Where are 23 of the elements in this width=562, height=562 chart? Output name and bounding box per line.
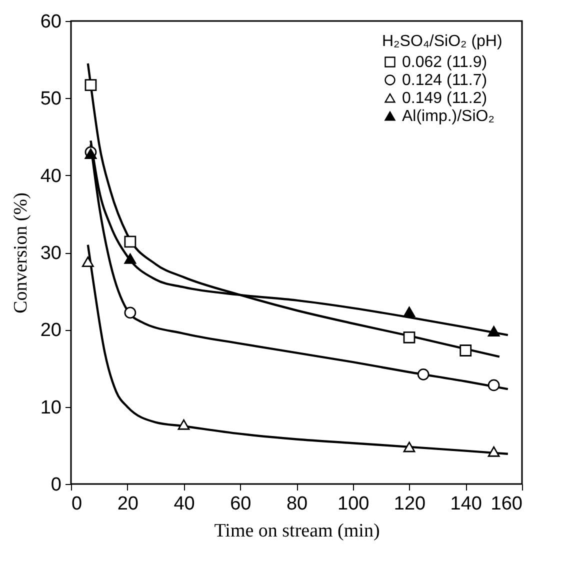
x-axis-title: Time on stream (min) xyxy=(214,520,380,542)
x-tick-label: 80 xyxy=(286,494,308,514)
legend-label: Al(imp.)/SiO₂ xyxy=(402,108,494,125)
legend-label: 0.124 (11.7) xyxy=(402,72,488,89)
y-tick-label: 10 xyxy=(40,397,62,418)
legend-label: 0.062 (11.9) xyxy=(402,54,488,71)
x-tick-label: 0 xyxy=(72,494,82,514)
y-axis-title: Conversion (%) xyxy=(10,192,32,314)
legend-label: 0.149 (11.2) xyxy=(402,90,488,107)
y-tick-label: 60 xyxy=(40,12,62,32)
x-tick-label: 140 xyxy=(450,494,482,514)
x-tick-label: 20 xyxy=(117,494,138,514)
y-tick-label: 0 xyxy=(50,474,62,496)
x-tick-label: 60 xyxy=(230,494,252,514)
x-tick-label: 100 xyxy=(338,494,370,514)
x-tick-label: 160 xyxy=(490,494,522,514)
y-tick-label: 20 xyxy=(40,320,62,342)
legend-title: H₂SO₄/SiO₂ (pH) xyxy=(382,33,502,50)
x-tick-label: 120 xyxy=(394,494,426,514)
y-tick-label: 40 xyxy=(40,166,62,187)
y-tick-label: 50 xyxy=(40,88,62,110)
y-tick-label: 30 xyxy=(40,243,62,264)
x-tick-label: 40 xyxy=(174,494,195,514)
